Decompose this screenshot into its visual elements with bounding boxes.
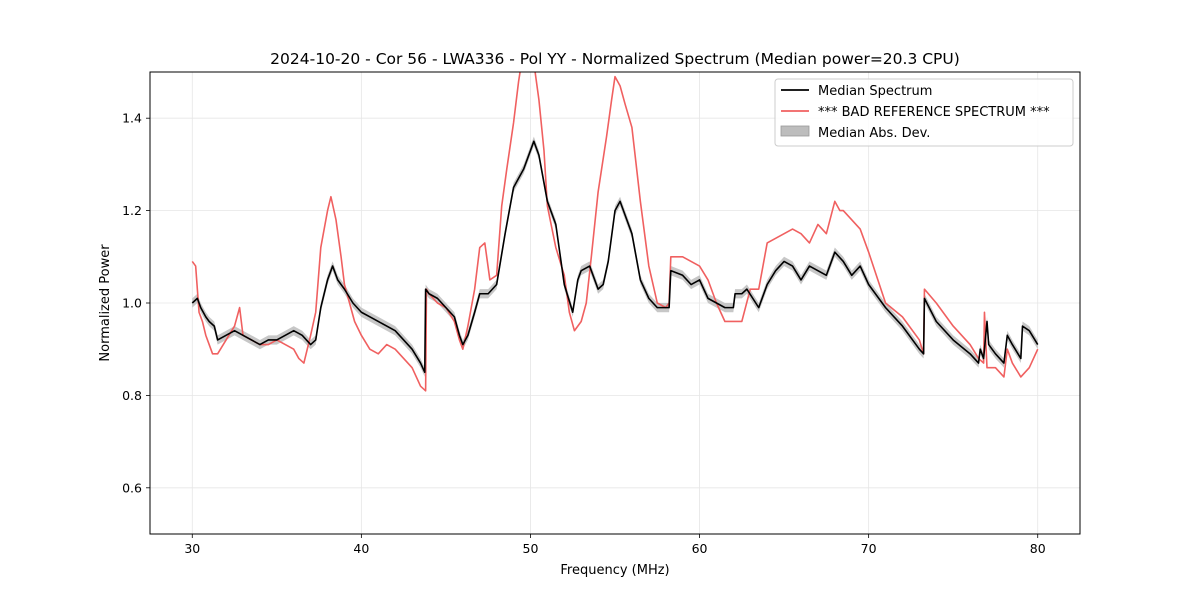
y-tick-label: 1.0 <box>122 296 142 311</box>
x-tick-label: 40 <box>353 541 369 556</box>
x-tick-label: 30 <box>184 541 200 556</box>
legend-label-mad: Median Abs. Dev. <box>818 126 930 141</box>
legend-label-reference: *** BAD REFERENCE SPECTRUM *** <box>818 105 1050 120</box>
x-tick-label: 70 <box>861 541 877 556</box>
y-tick-label: 0.8 <box>122 388 142 403</box>
y-tick-label: 1.4 <box>122 111 142 126</box>
chart-title: 2024-10-20 - Cor 56 - LWA336 - Pol YY - … <box>270 50 960 68</box>
x-tick-label: 80 <box>1030 541 1046 556</box>
legend-swatch-mad <box>780 125 810 137</box>
x-tick-label: 60 <box>692 541 708 556</box>
y-axis-label: Normalized Power <box>98 244 113 362</box>
y-tick-label: 0.6 <box>122 480 142 495</box>
ticks: 30 40 50 60 70 80 0.6 0.8 1.0 1.2 1.4 <box>122 111 1046 556</box>
y-tick-label: 1.2 <box>122 203 142 218</box>
legend-label-median: Median Spectrum <box>818 84 932 99</box>
plot-area <box>191 72 1039 392</box>
x-tick-label: 50 <box>523 541 539 556</box>
series-line-reference <box>191 72 1039 392</box>
legend: Median Spectrum *** BAD REFERENCE SPECTR… <box>774 78 1074 147</box>
series-line-median <box>191 140 1039 374</box>
legend-box <box>774 78 1074 147</box>
x-axis-label: Frequency (MHz) <box>560 563 669 578</box>
